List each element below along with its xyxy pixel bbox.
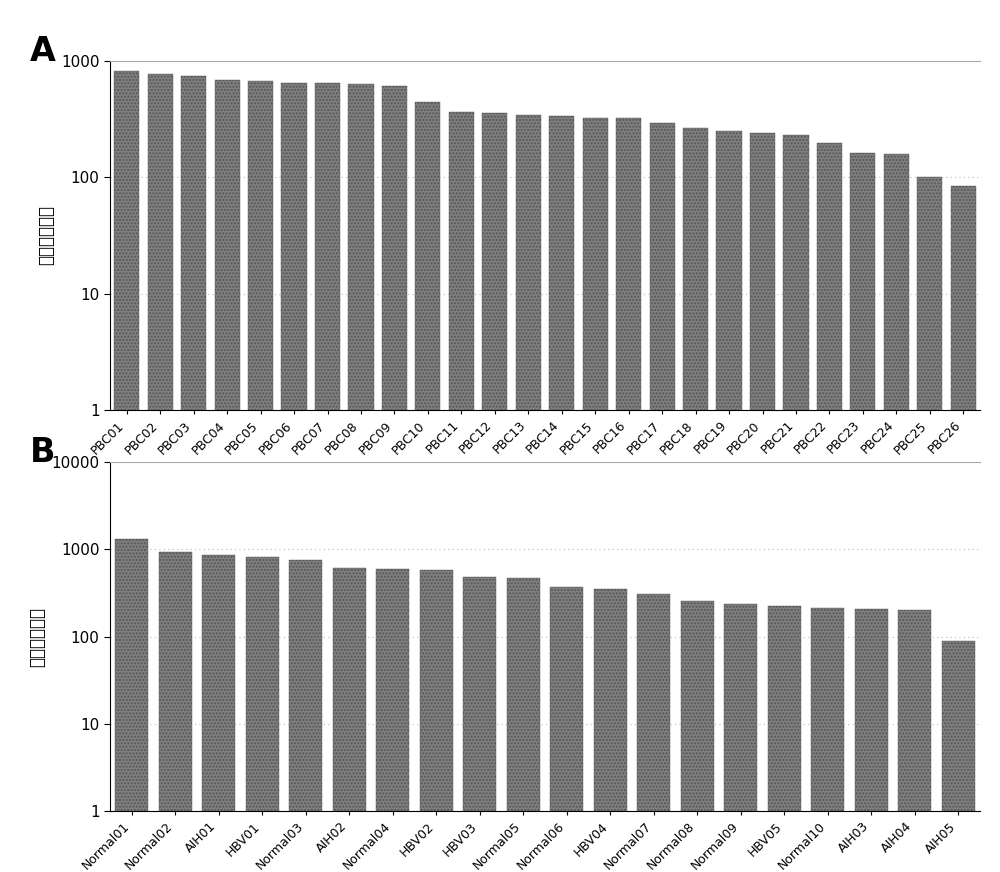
Bar [281, 83, 307, 872]
Bar [114, 71, 139, 872]
Bar [415, 102, 440, 872]
Bar [315, 83, 340, 872]
Bar [507, 578, 540, 872]
Bar [202, 555, 235, 872]
Bar [549, 116, 574, 872]
Bar [181, 76, 206, 872]
Bar [348, 84, 374, 872]
Bar [463, 577, 496, 872]
Bar [768, 606, 801, 872]
Bar [583, 118, 608, 872]
Bar [616, 118, 641, 872]
Bar [333, 568, 366, 872]
Bar [750, 133, 775, 872]
Bar [159, 552, 192, 872]
Y-axis label: 阳性探针个数: 阳性探针个数 [38, 206, 56, 265]
Bar [148, 74, 173, 872]
Bar [115, 540, 148, 872]
Bar [650, 123, 675, 872]
Bar [516, 115, 541, 872]
Bar [817, 143, 842, 872]
Bar [246, 557, 279, 872]
Bar [850, 153, 875, 872]
Text: B: B [30, 436, 56, 469]
Y-axis label: 阳性探针个数: 阳性探针个数 [28, 607, 46, 666]
Bar [898, 610, 931, 872]
Text: A: A [30, 35, 56, 68]
Bar [420, 570, 453, 872]
Bar [811, 609, 844, 872]
Bar [783, 135, 809, 872]
Bar [449, 112, 474, 872]
Bar [683, 128, 708, 872]
Bar [716, 131, 742, 872]
Bar [884, 154, 909, 872]
Bar [289, 560, 322, 872]
Bar [482, 113, 507, 872]
Bar [594, 589, 627, 872]
Bar [951, 186, 976, 872]
Bar [215, 79, 240, 872]
Bar [942, 642, 975, 872]
Bar [681, 601, 714, 872]
Bar [376, 569, 409, 872]
Bar [248, 81, 273, 872]
Bar [550, 587, 583, 872]
Bar [855, 610, 888, 872]
Bar [382, 85, 407, 872]
Bar [917, 177, 942, 872]
Bar [637, 594, 670, 872]
Bar [724, 604, 757, 872]
